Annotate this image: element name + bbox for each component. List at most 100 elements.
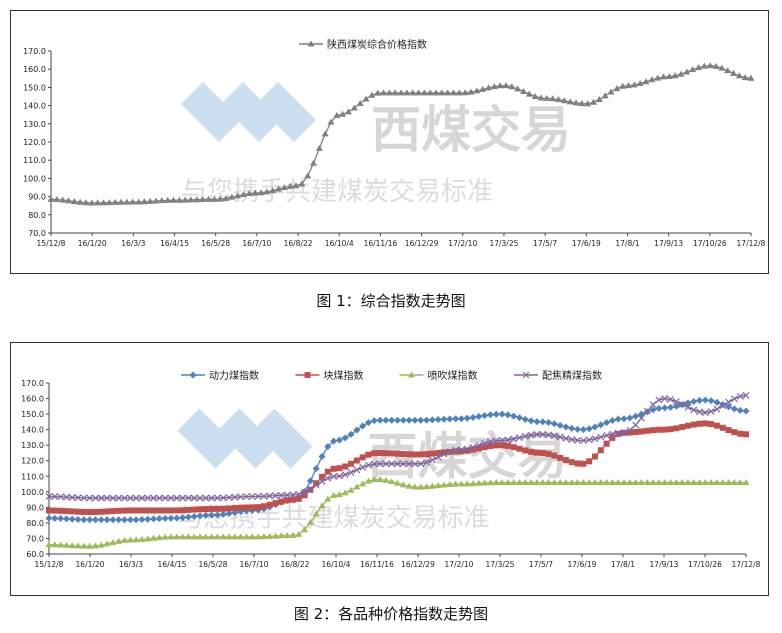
data-point	[690, 406, 698, 414]
x-tick-label: 17/3/25	[489, 239, 518, 248]
data-point	[150, 534, 158, 541]
data-point	[86, 509, 93, 516]
data-point	[62, 541, 70, 548]
x-tick-label: 16/1/20	[76, 560, 105, 569]
series	[47, 62, 755, 206]
data-point	[701, 409, 709, 416]
data-point	[98, 508, 105, 515]
data-point	[426, 89, 434, 96]
x-tick-label: 17/9/13	[650, 560, 679, 569]
data-point	[220, 505, 227, 512]
data-point	[231, 533, 239, 540]
y-tick-label: 130.0	[23, 120, 46, 129]
watermark-slogan: 与您携手共建煤炭交易标准	[181, 177, 493, 207]
data-point	[347, 469, 355, 476]
data-point	[655, 396, 663, 404]
data-point	[440, 449, 447, 456]
data-point	[719, 478, 727, 485]
data-point	[121, 516, 129, 524]
data-point	[469, 480, 477, 487]
data-point	[556, 421, 564, 429]
data-point	[725, 427, 732, 434]
legend-item: 配焦精煤指数	[514, 369, 602, 382]
series	[45, 392, 750, 502]
data-point	[637, 478, 645, 485]
data-point	[706, 62, 714, 69]
data-point	[533, 418, 541, 426]
x-tick-label: 16/4/15	[158, 560, 187, 569]
data-point	[696, 408, 703, 416]
data-point	[521, 432, 529, 440]
data-point	[528, 448, 535, 455]
data-point	[312, 465, 320, 473]
data-point	[435, 449, 442, 456]
data-point	[251, 189, 259, 196]
data-point	[417, 416, 425, 424]
data-point	[655, 478, 663, 485]
data-point	[423, 451, 430, 458]
data-point	[365, 461, 372, 469]
legend-label: 动力煤指数	[209, 369, 259, 382]
data-point	[696, 420, 703, 427]
legend-label: 配焦精煤指数	[542, 369, 602, 382]
y-tick-label: 120.0	[23, 138, 46, 147]
legend-label: 陕西煤炭综合价格指数	[327, 38, 427, 51]
data-point	[450, 89, 457, 96]
data-point	[492, 410, 500, 418]
y-tick-label: 80.0	[28, 211, 46, 220]
data-point	[486, 411, 494, 419]
data-point	[496, 82, 504, 89]
data-point	[654, 74, 662, 81]
data-point	[579, 437, 587, 444]
variety-index-chart: 西煤交易与您携手共建煤炭交易标准60.070.080.090.0100.0110…	[21, 369, 761, 569]
legend: 动力煤指数 块煤指数 喷吹煤指数 配焦精煤指数	[181, 369, 602, 382]
logo-shape	[217, 408, 278, 469]
data-point	[92, 494, 99, 502]
data-point	[515, 414, 523, 422]
data-point	[46, 507, 52, 514]
data-point	[103, 494, 111, 502]
data-point	[333, 111, 341, 118]
data-point	[690, 398, 698, 406]
data-point	[260, 533, 268, 540]
logo-shape	[177, 408, 238, 469]
data-point	[718, 64, 726, 71]
figure-2-caption: 图 2：各品种价格指数走势图	[293, 605, 489, 623]
data-point	[539, 418, 547, 426]
data-point	[86, 516, 94, 524]
data-point	[696, 478, 704, 485]
data-point	[173, 494, 181, 502]
data-point	[356, 100, 364, 107]
data-point	[103, 516, 111, 524]
data-point	[684, 478, 692, 485]
data-point	[152, 197, 160, 204]
data-point	[75, 508, 82, 515]
data-point	[283, 491, 291, 499]
legend-item: 陕西煤炭综合价格指数	[299, 38, 427, 51]
data-point	[129, 198, 137, 205]
data-point	[403, 89, 411, 96]
data-point	[126, 516, 134, 524]
data-point	[179, 507, 186, 514]
data-point	[335, 491, 343, 498]
data-point	[97, 494, 105, 502]
data-point	[539, 450, 546, 457]
data-point	[190, 494, 198, 502]
brand-logo	[177, 408, 313, 469]
data-point	[175, 196, 183, 203]
data-point	[196, 512, 204, 520]
data-point	[278, 498, 285, 505]
data-point	[138, 535, 146, 542]
data-point	[562, 423, 570, 431]
data-point	[399, 460, 407, 468]
data-point	[202, 533, 210, 540]
data-point	[295, 530, 303, 537]
data-point	[51, 541, 59, 548]
data-point	[167, 514, 175, 522]
data-point	[490, 83, 498, 90]
data-point	[695, 64, 702, 71]
data-point	[730, 478, 738, 485]
data-point	[341, 471, 349, 479]
data-point	[545, 450, 552, 457]
data-point	[336, 465, 343, 472]
